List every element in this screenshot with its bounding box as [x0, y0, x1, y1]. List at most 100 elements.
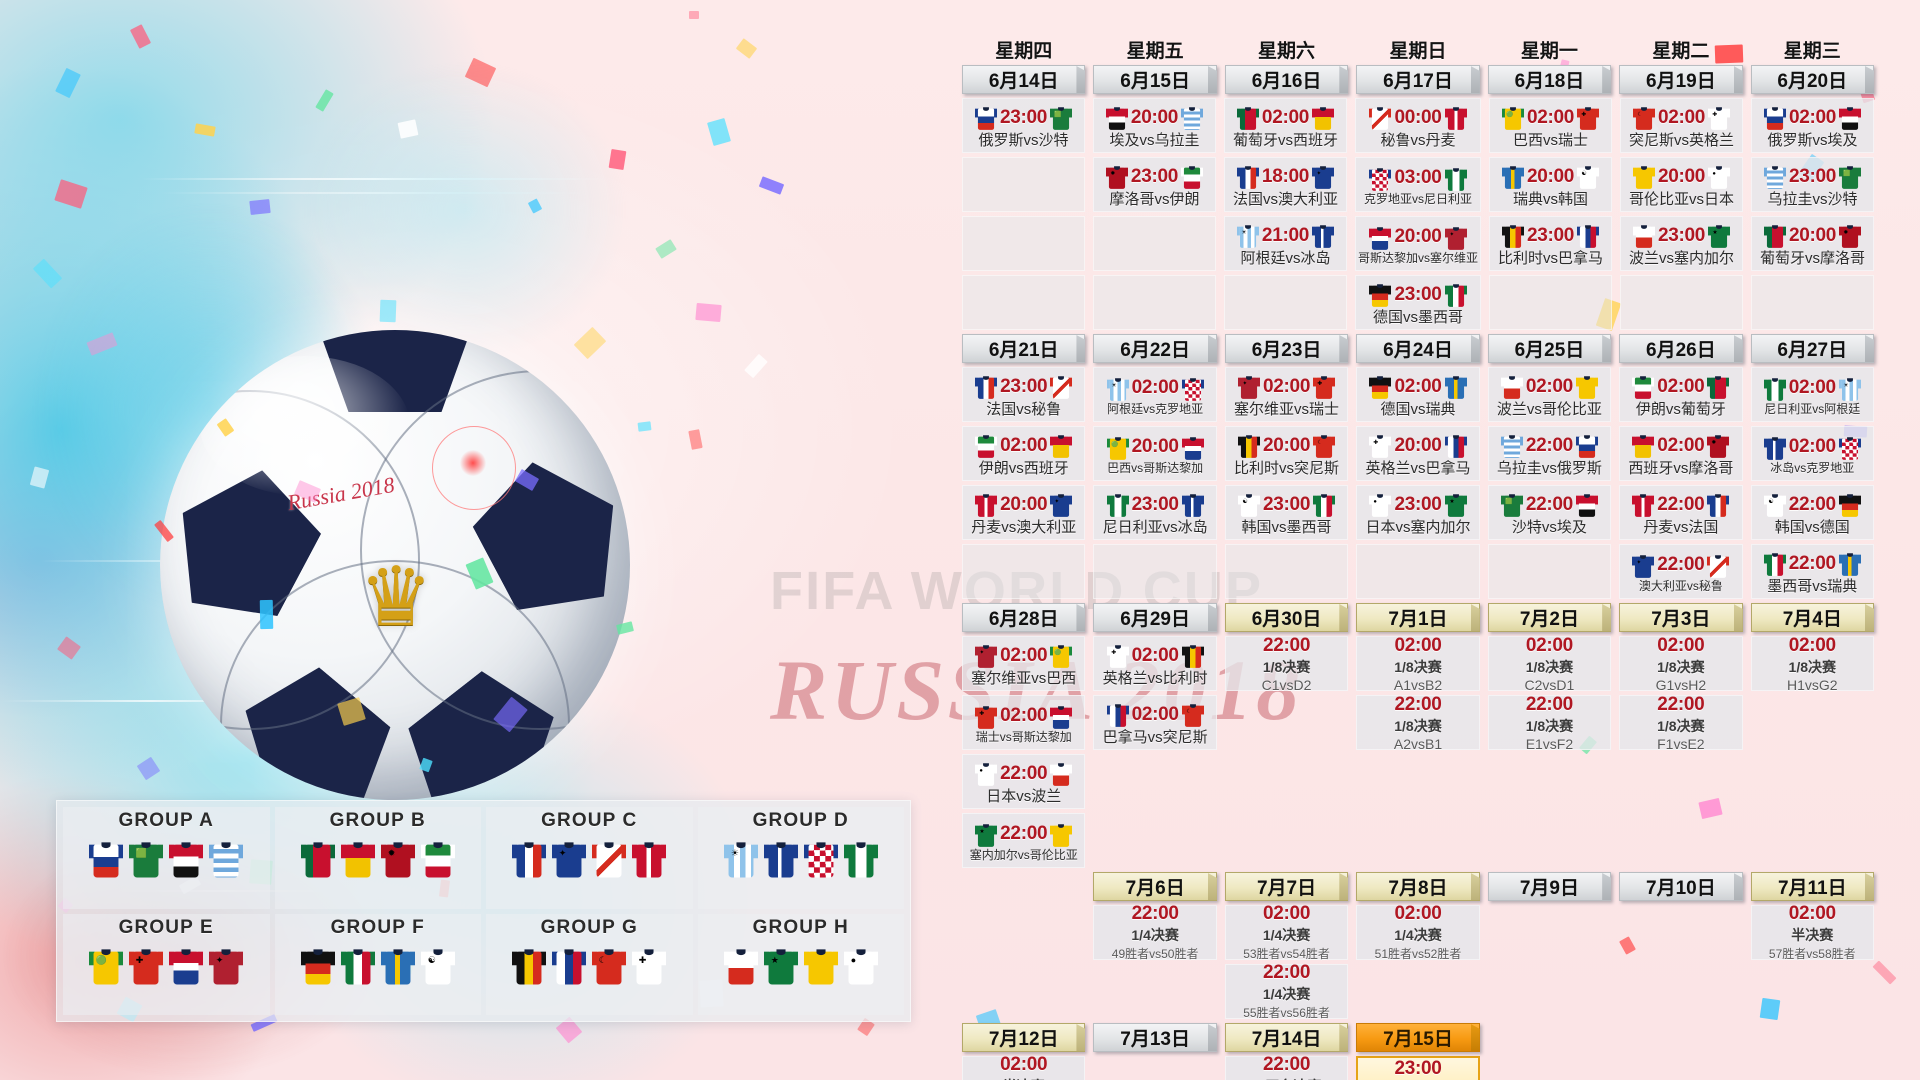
match-card[interactable]: 02:00 伊朗vs西班牙 [962, 426, 1086, 481]
knockout-match-card[interactable]: 02:00 1/8决赛 C2vsD1 [1487, 635, 1612, 693]
date-cell-6月23日[interactable]: 6月23日 [1224, 334, 1349, 363]
match-card[interactable]: 18:00 ✦ 法国vs澳大利亚 [1223, 157, 1347, 212]
match-card[interactable]: 02:00 德国vs瑞典 [1356, 367, 1480, 422]
match-card[interactable]: ☾ 02:00 ✚ 突尼斯vs英格兰 [1620, 98, 1743, 153]
date-cell-6月18日[interactable]: 6月18日 [1487, 65, 1612, 94]
knockout-match-card[interactable]: 02:00 1/8决赛 G1vsH2 [1619, 635, 1743, 693]
match-card[interactable]: ✚ 02:00 英格兰vs比利时 [1093, 636, 1217, 691]
date-cell-7月12日[interactable]: 7月12日 [962, 1023, 1086, 1052]
date-cell-6月20日[interactable]: 6月20日 [1750, 65, 1874, 94]
match-card[interactable]: 02:00 俄罗斯vs埃及 [1751, 98, 1874, 153]
date-cell-6月17日[interactable]: 6月17日 [1356, 65, 1480, 94]
date-cell-6月22日[interactable]: 6月22日 [1093, 334, 1217, 363]
knockout-match-card[interactable]: 22:00 1/8决赛 E1vsF2 [1487, 694, 1612, 752]
match-card[interactable]: 23:00 法国vs秘鲁 [962, 367, 1086, 422]
group-card-group-b[interactable]: GROUP B ✹ [274, 807, 481, 909]
date-cell-6月30日[interactable]: 6月30日 [1224, 603, 1349, 632]
group-card-group-c[interactable]: GROUP C ✦ [486, 807, 693, 909]
date-cell-6月19日[interactable]: 6月19日 [1619, 65, 1743, 94]
date-cell-6月21日[interactable]: 6月21日 [962, 334, 1086, 363]
match-card[interactable]: ✦ 02:00 🟢 塞尔维亚vs巴西 [962, 636, 1086, 691]
date-cell-7月13日[interactable]: 7月13日 [1093, 1023, 1217, 1052]
match-card[interactable]: 02:00 ✹ 西班牙vs摩洛哥 [1619, 426, 1743, 481]
match-card[interactable]: 🟩 22:00 沙特vs埃及 [1487, 485, 1612, 540]
match-card[interactable]: ☀ 02:00 阿根廷vs克罗地亚 [1093, 367, 1217, 422]
date-cell-7月15日[interactable]: 7月15日 [1356, 1023, 1480, 1052]
knockout-match-card[interactable]: 02:00 半决赛 57胜者vs58胜者 [1750, 903, 1874, 961]
knockout-match-card[interactable]: 22:00 1/4决赛 55胜者vs56胜者 [1224, 962, 1349, 1020]
knockout-match-card[interactable]: 22:00 1/8决赛 F1vsE2 [1619, 694, 1743, 752]
knockout-match-card[interactable]: 02:00 1/4决赛 51胜者vs52胜者 [1356, 903, 1480, 961]
date-cell-6月14日[interactable]: 6月14日 [962, 65, 1086, 94]
match-card[interactable]: ☯ 22:00 韩国vs德国 [1750, 485, 1874, 540]
knockout-match-card[interactable]: 02:00 1/4决赛 53胜者vs54胜者 [1224, 903, 1349, 961]
match-card[interactable]: 03:00 克罗地亚vs尼日利亚 [1354, 157, 1481, 212]
date-cell-7月10日[interactable]: 7月10日 [1619, 872, 1743, 901]
date-cell-7月7日[interactable]: 7月7日 [1224, 872, 1349, 901]
date-cell-6月26日[interactable]: 6月26日 [1619, 334, 1743, 363]
match-card[interactable]: 22:00 墨西哥vs瑞典 [1750, 544, 1874, 599]
match-card[interactable]: 20:00 ✦ 哥斯达黎加vs塞尔维亚 [1354, 216, 1481, 271]
match-card[interactable]: 00:00 秘鲁vs丹麦 [1354, 98, 1481, 153]
knockout-match-card[interactable]: 22:00 1/4决赛 49胜者vs50胜者 [1093, 903, 1217, 961]
knockout-match-card[interactable]: 22:00 1/8决赛 A2vsB1 [1356, 694, 1480, 752]
match-card[interactable]: 23:00 比利时vs巴拿马 [1489, 216, 1612, 271]
match-card[interactable]: 23:00 尼日利亚vs冰岛 [1093, 485, 1217, 540]
date-cell-7月6日[interactable]: 7月6日 [1093, 872, 1217, 901]
match-card[interactable]: 23:00 🟩 乌拉圭vs沙特 [1751, 157, 1874, 212]
date-cell-6月25日[interactable]: 6月25日 [1487, 334, 1612, 363]
match-card[interactable]: 02:00 葡萄牙vs西班牙 [1223, 98, 1347, 153]
date-cell-7月1日[interactable]: 7月1日 [1356, 603, 1480, 632]
date-cell-6月16日[interactable]: 6月16日 [1224, 65, 1349, 94]
match-card[interactable]: ✚ 02:00 瑞士vs哥斯达黎加 [962, 695, 1086, 750]
knockout-match-card[interactable]: 22:00三四名决赛61负者vs62负者 [1224, 1054, 1349, 1080]
match-card[interactable]: 🟢 02:00 ✚ 巴西vs瑞士 [1489, 98, 1612, 153]
date-cell-6月15日[interactable]: 6月15日 [1093, 65, 1217, 94]
date-cell-6月24日[interactable]: 6月24日 [1356, 334, 1480, 363]
final-match-card[interactable]: 23:00决 赛 [1356, 1056, 1480, 1080]
match-card[interactable]: ☀ 21:00 阿根廷vs冰岛 [1223, 216, 1347, 271]
match-card[interactable]: ✦ 02:00 ✚ 塞尔维亚vs瑞士 [1224, 367, 1349, 422]
group-card-group-a[interactable]: GROUP A 🟩 [63, 807, 270, 909]
date-cell-7月3日[interactable]: 7月3日 [1619, 603, 1743, 632]
match-card[interactable]: 🟢 20:00 巴西vs哥斯达黎加 [1093, 426, 1217, 481]
match-card[interactable]: 02:00 ☀ 尼日利亚vs阿根廷 [1750, 367, 1874, 422]
group-card-group-e[interactable]: GROUP E 🟢 ✚ ✦ [63, 913, 270, 1015]
group-card-group-d[interactable]: GROUP D ☀ [697, 807, 904, 909]
match-card[interactable]: ● 23:00 ★ 日本vs塞内加尔 [1356, 485, 1480, 540]
group-card-group-h[interactable]: GROUP H ★ ● [697, 913, 904, 1015]
date-cell-7月14日[interactable]: 7月14日 [1224, 1023, 1349, 1052]
match-card[interactable]: ● 22:00 日本vs波兰 [962, 754, 1086, 809]
match-card[interactable]: 02:00 ☾ 巴拿马vs突尼斯 [1093, 695, 1217, 750]
group-card-group-f[interactable]: GROUP F ☯ [274, 913, 481, 1015]
date-cell-7月8日[interactable]: 7月8日 [1356, 872, 1480, 901]
date-cell-7月11日[interactable]: 7月11日 [1750, 872, 1874, 901]
match-card[interactable]: ✚ 20:00 英格兰vs巴拿马 [1356, 426, 1480, 481]
match-card[interactable]: 22:00 乌拉圭vs俄罗斯 [1487, 426, 1612, 481]
date-cell-7月9日[interactable]: 7月9日 [1487, 872, 1612, 901]
knockout-match-card[interactable]: 02:00 1/8决赛 H1vsG2 [1750, 635, 1874, 693]
date-cell-7月2日[interactable]: 7月2日 [1487, 603, 1612, 632]
date-cell-7月4日[interactable]: 7月4日 [1750, 603, 1874, 632]
knockout-match-card[interactable]: 22:00 1/8决赛 C1vsD2 [1224, 635, 1349, 693]
match-card[interactable]: 22:00 丹麦vs法国 [1619, 485, 1743, 540]
date-cell-6月27日[interactable]: 6月27日 [1750, 334, 1874, 363]
match-card[interactable]: 20:00 ☾ 比利时vs突尼斯 [1224, 426, 1349, 481]
match-card[interactable]: 23:00 德国vs墨西哥 [1354, 275, 1481, 330]
date-cell-6月28日[interactable]: 6月28日 [962, 603, 1086, 632]
match-card[interactable]: 20:00 埃及vs乌拉圭 [1092, 98, 1216, 153]
match-card[interactable]: ★ 22:00 塞内加尔vs哥伦比亚 [962, 813, 1086, 868]
knockout-match-card[interactable]: 02:00 1/8决赛 A1vsB2 [1356, 635, 1480, 693]
match-card[interactable]: 23:00 🟩 俄罗斯vs沙特 [962, 98, 1085, 153]
match-card[interactable]: 02:00 波兰vs哥伦比亚 [1487, 367, 1612, 422]
match-card[interactable]: 20:00 ✹ 葡萄牙vs摩洛哥 [1751, 216, 1874, 271]
match-card[interactable]: 20:00 ● 哥伦比亚vs日本 [1620, 157, 1743, 212]
match-card[interactable]: 02:00 冰岛vs克罗地亚 [1750, 426, 1874, 481]
date-cell-6月29日[interactable]: 6月29日 [1093, 603, 1217, 632]
match-card[interactable]: 20:00 ✦ 丹麦vs澳大利亚 [962, 485, 1086, 540]
knockout-match-card[interactable]: 02:00半决赛59胜者vs60胜者 [962, 1054, 1086, 1080]
match-card[interactable]: ✹ 23:00 摩洛哥vs伊朗 [1092, 157, 1216, 212]
match-card[interactable]: 23:00 ★ 波兰vs塞内加尔 [1620, 216, 1743, 271]
match-card[interactable]: ✦ 22:00 澳大利亚vs秘鲁 [1619, 544, 1743, 599]
match-card[interactable]: 20:00 ☯ 瑞典vs韩国 [1489, 157, 1612, 212]
